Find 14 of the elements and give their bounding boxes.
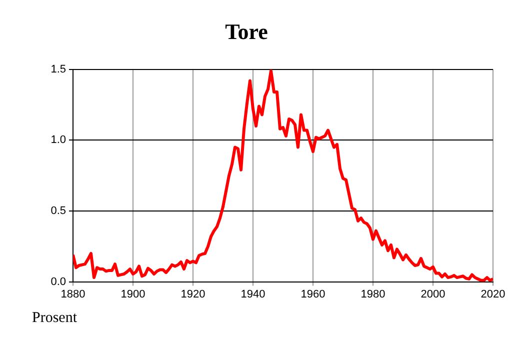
x-tick-label: 1940 [240,288,266,300]
chart-title: Tore [225,18,268,44]
x-tick-label: 1960 [300,288,326,300]
y-tick-label: 0.0 [50,276,66,288]
x-tick-label: 2000 [420,288,446,300]
y-tick-label: 1.0 [50,134,66,146]
y-tick-label: 0.5 [50,205,66,218]
x-tick-label: 1880 [60,288,86,300]
x-tick-label: 1900 [120,288,146,300]
x-tick-label: 1980 [360,288,386,300]
x-tick-label: 1920 [180,288,206,300]
x-tick-label: 2020 [480,288,506,300]
y-axis-title: Prosent [32,310,77,327]
y-tick-label: 1.5 [50,63,66,76]
